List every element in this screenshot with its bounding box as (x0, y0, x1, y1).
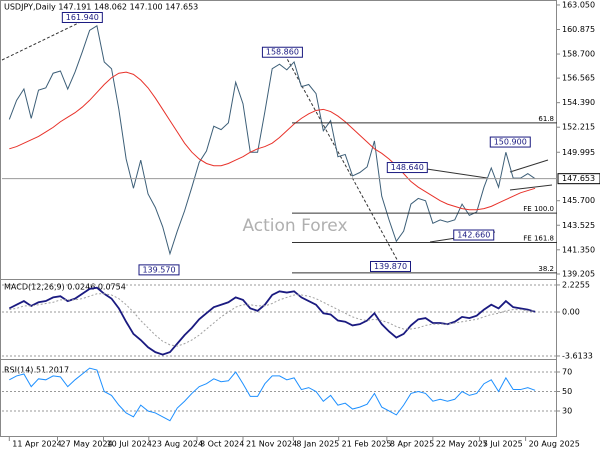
price-label-box (489, 136, 531, 148)
price-label-box (370, 260, 411, 272)
price-label: 139.870 (374, 262, 407, 271)
trend-line (509, 159, 549, 173)
price-label: 148.640 (391, 163, 424, 172)
x-tick-label: 20 Aug 2025 (529, 440, 580, 449)
series-line (8, 25, 536, 256)
series-line (8, 286, 536, 356)
y-tick-label: 149.995 (562, 148, 595, 157)
trend-line (419, 167, 488, 179)
trend-line (509, 184, 553, 191)
x-tick-label: 11 Apr 2024 (12, 440, 61, 449)
current-price-box (557, 173, 600, 185)
y-tick-label: 30 (562, 406, 572, 415)
x-tick-label: 8 Jan 2025 (296, 440, 339, 449)
price-label: 142.660 (457, 231, 490, 240)
y-tick-label: 2.2255 (562, 280, 590, 289)
watermark: Action Forex (242, 216, 347, 236)
x-tick-label: 21 Nov 2024 (246, 440, 297, 449)
y-tick-label: 50 (562, 387, 572, 396)
fib-label: FE 161.8 (523, 234, 554, 242)
series-line (9, 71, 536, 211)
x-tick-label: 27 May 2024 (61, 440, 113, 449)
series-line (9, 367, 536, 422)
fib-label: 38.2 (538, 265, 554, 273)
panel-title: RSI(14) 51.2017 (4, 366, 69, 375)
y-tick-label: 141.350 (562, 245, 595, 254)
price-label: 139.570 (142, 265, 175, 274)
fib-label: FE 100.0 (523, 205, 554, 213)
x-tick-label: 23 Aug 2024 (152, 440, 203, 449)
x-tick-label: 8 Oct 2024 (200, 440, 244, 449)
frame (0, 0, 557, 437)
price-label: 161.940 (66, 13, 99, 22)
fib-label: 61.8 (538, 115, 554, 123)
y-tick-label: -3.6133 (562, 351, 593, 360)
price-label-box (453, 229, 495, 241)
price-label-box (386, 162, 428, 174)
series-line (9, 293, 536, 347)
y-tick-label: 70 (562, 368, 572, 377)
y-tick-label: 0.00 (562, 308, 580, 317)
y-tick-label: 163.050 (562, 0, 595, 9)
price-label-box (261, 46, 303, 58)
price-label: 150.900 (494, 138, 527, 147)
panel-title: USDJPY,Daily 147.191 148.062 147.100 147… (4, 3, 198, 12)
y-tick-label: 156.565 (562, 74, 595, 83)
y-tick-label: 152.215 (562, 123, 595, 132)
price-label-box (138, 264, 180, 276)
price-label-box (61, 11, 103, 23)
x-tick-label: 21 Feb 2025 (342, 440, 392, 449)
x-tick-label: 10 Jul 2024 (107, 440, 152, 449)
price-label: 158.860 (266, 48, 299, 57)
current-price-label: 147.653 (562, 174, 595, 183)
y-tick-label: 154.390 (562, 98, 595, 107)
y-tick-label: 139.205 (562, 269, 595, 278)
x-tick-label: 8 Apr 2025 (390, 440, 434, 449)
y-tick-label: 145.700 (562, 196, 595, 205)
y-tick-label: 158.700 (562, 50, 595, 59)
x-tick-label: 22 May 2025 (436, 440, 488, 449)
y-tick-label: 143.525 (562, 221, 595, 230)
panel-title: MACD(12,26,9) 0.0246 0.0754 (4, 283, 126, 292)
y-tick-label: 160.875 (562, 25, 595, 34)
x-tick-label: 7 Jul 2025 (483, 440, 523, 449)
